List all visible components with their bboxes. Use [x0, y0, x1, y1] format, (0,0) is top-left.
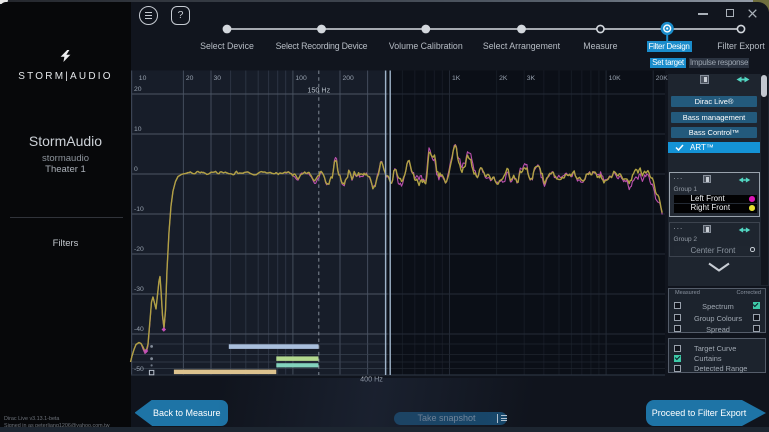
svg-text:2K: 2K: [499, 75, 508, 82]
svg-text:20: 20: [134, 86, 142, 93]
svg-text:400 Hz: 400 Hz: [360, 375, 383, 384]
svg-text:-30: -30: [134, 286, 144, 293]
svg-text:1K: 1K: [452, 75, 461, 82]
svg-text:10: 10: [139, 75, 147, 82]
svg-text:-50: -50: [134, 366, 144, 373]
svg-text:0: 0: [134, 166, 138, 173]
svg-text:-20: -20: [134, 246, 144, 253]
svg-text:150 Hz: 150 Hz: [307, 86, 330, 95]
svg-text:100: 100: [295, 75, 307, 82]
svg-text:20: 20: [186, 75, 194, 82]
svg-text:200: 200: [343, 75, 355, 82]
svg-text:10K: 10K: [609, 75, 622, 82]
svg-text:10: 10: [134, 126, 142, 133]
svg-text:30: 30: [214, 75, 222, 82]
svg-text:-40: -40: [134, 326, 144, 333]
svg-text:-10: -10: [134, 206, 144, 213]
svg-text:3K: 3K: [527, 75, 536, 82]
svg-text:20K: 20K: [656, 75, 669, 82]
